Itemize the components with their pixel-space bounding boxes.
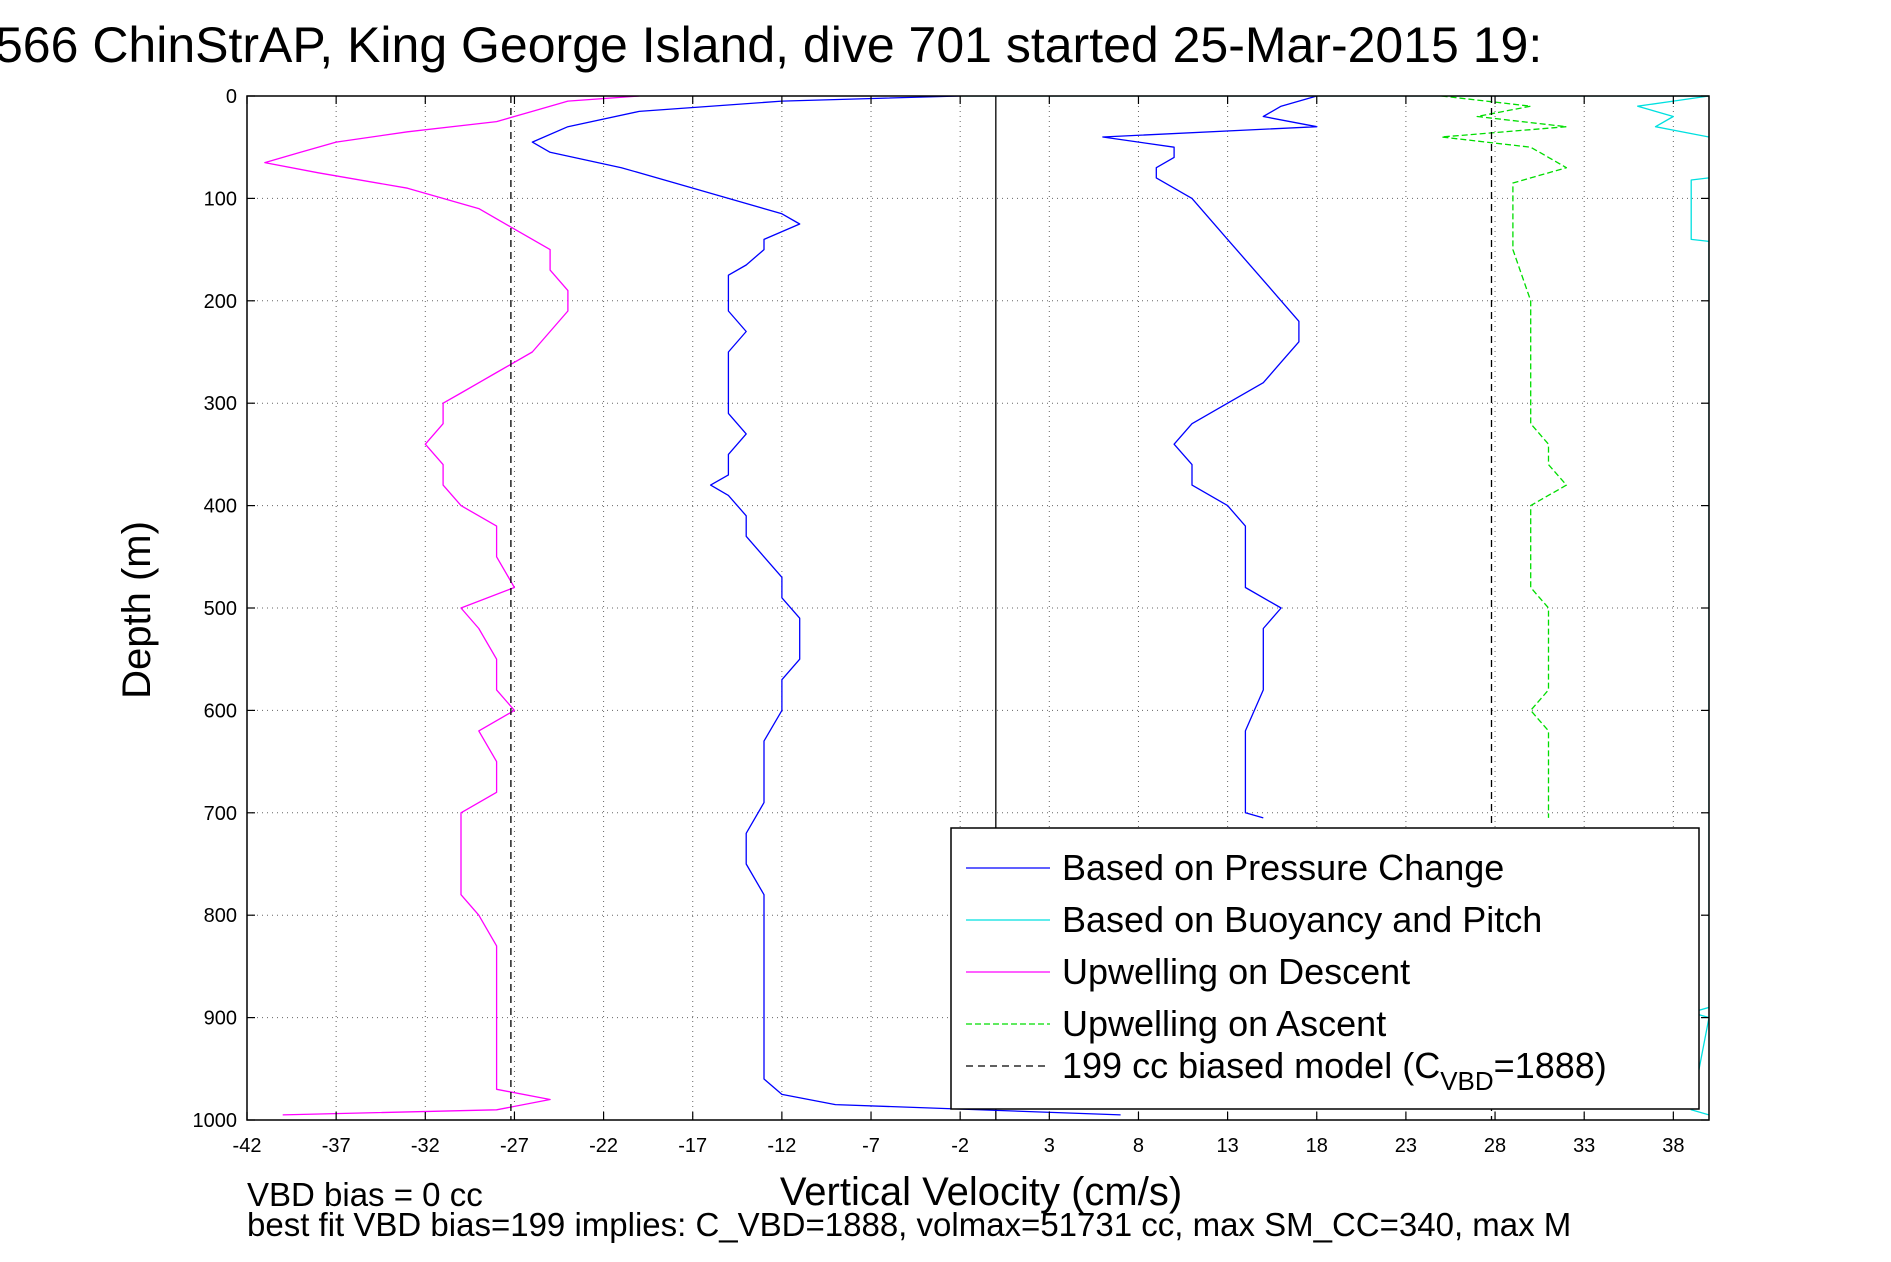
x-tick-label: 33 bbox=[1573, 1135, 1595, 1157]
x-tick-label: -22 bbox=[589, 1135, 618, 1157]
x-tick-label: 8 bbox=[1133, 1135, 1144, 1157]
y-tick-label: 1000 bbox=[193, 1110, 238, 1132]
x-tick-label: -37 bbox=[322, 1135, 351, 1157]
x-tick-label: -32 bbox=[411, 1135, 440, 1157]
x-tick-label: 28 bbox=[1484, 1135, 1506, 1157]
legend-label-199-cc-biased-model-c-vbd-1888: 199 cc biased model (CVBD=1888) bbox=[1062, 1045, 1607, 1096]
y-tick-label: 900 bbox=[204, 1008, 237, 1030]
legend-label-based-on-buoyancy-and-pitch: Based on Buoyancy and Pitch bbox=[1062, 899, 1542, 940]
legend-label-upwelling-on-ascent: Upwelling on Ascent bbox=[1062, 1003, 1386, 1044]
series-based-on-pressure-change bbox=[531, 96, 1318, 1116]
x-tick-label: -17 bbox=[678, 1135, 707, 1157]
x-tick-label: -2 bbox=[951, 1135, 969, 1157]
y-tick-label: 100 bbox=[204, 188, 237, 210]
y-tick-label: 300 bbox=[204, 393, 237, 415]
x-tick-label: -27 bbox=[500, 1135, 529, 1157]
series-line-upwelling-on-ascent bbox=[1440, 96, 1568, 818]
series-line-based-on-pressure-change bbox=[1102, 96, 1318, 819]
x-tick-label: 38 bbox=[1662, 1135, 1684, 1157]
x-tick-label: -42 bbox=[233, 1135, 262, 1157]
y-tick-label: 500 bbox=[204, 598, 237, 620]
x-tick-label: 3 bbox=[1044, 1135, 1055, 1157]
note-best-fit: best fit VBD bias=199 implies: C_VBD=188… bbox=[247, 1206, 1571, 1243]
legend-box bbox=[950, 827, 1700, 1110]
x-tick-label: 23 bbox=[1395, 1135, 1417, 1157]
legend-label-subscript: VBD bbox=[1440, 1066, 1493, 1096]
x-tick-label: 18 bbox=[1306, 1135, 1328, 1157]
legend-label-based-on-pressure-change: Based on Pressure Change bbox=[1062, 847, 1504, 888]
legend-label-upwelling-on-descent: Upwelling on Descent bbox=[1062, 951, 1410, 992]
x-tick-label: -12 bbox=[767, 1135, 796, 1157]
y-tick-label: 700 bbox=[204, 803, 237, 825]
y-tick-label: 0 bbox=[226, 86, 237, 108]
series-line-based-on-buoyancy-and-pitch bbox=[960, 96, 1709, 138]
series-line-upwelling-on-descent bbox=[264, 96, 640, 1116]
y-tick-label: 200 bbox=[204, 291, 237, 313]
y-tick-label: 400 bbox=[204, 496, 237, 518]
y-tick-label: 800 bbox=[204, 905, 237, 927]
series-upwelling-on-ascent bbox=[1440, 96, 1568, 818]
chart-title: 566 ChinStrAP, King George Island, dive … bbox=[0, 17, 1542, 73]
x-tick-label: 13 bbox=[1216, 1135, 1238, 1157]
legend-label-suffix: =1888) bbox=[1494, 1045, 1607, 1086]
series-upwelling-on-descent bbox=[264, 96, 640, 1116]
y-tick-label: 600 bbox=[204, 700, 237, 722]
x-axis-ticks: -42 -37 -32 -27 -22 -17 -12 -7 -2 3 8 13 18 23 28 33 38 bbox=[233, 96, 1684, 1157]
x-axis-label: Vertical Velocity (cm/s) bbox=[780, 1170, 1182, 1214]
legend-label-main: 199 cc biased model (C bbox=[1062, 1045, 1440, 1086]
y-axis-label: Depth (m) bbox=[115, 521, 159, 699]
note-vbd-bias: VBD bias = 0 cc bbox=[247, 1176, 483, 1213]
x-tick-label: -7 bbox=[862, 1135, 880, 1157]
series-line-based-on-pressure-change bbox=[531, 96, 1121, 1116]
legend: Based on Pressure Change Based on Buoyanc… bbox=[950, 827, 1700, 1110]
y-axis-ticks: 0 100 200 300 400 500 600 700 800 900 1000 bbox=[193, 86, 1709, 1132]
